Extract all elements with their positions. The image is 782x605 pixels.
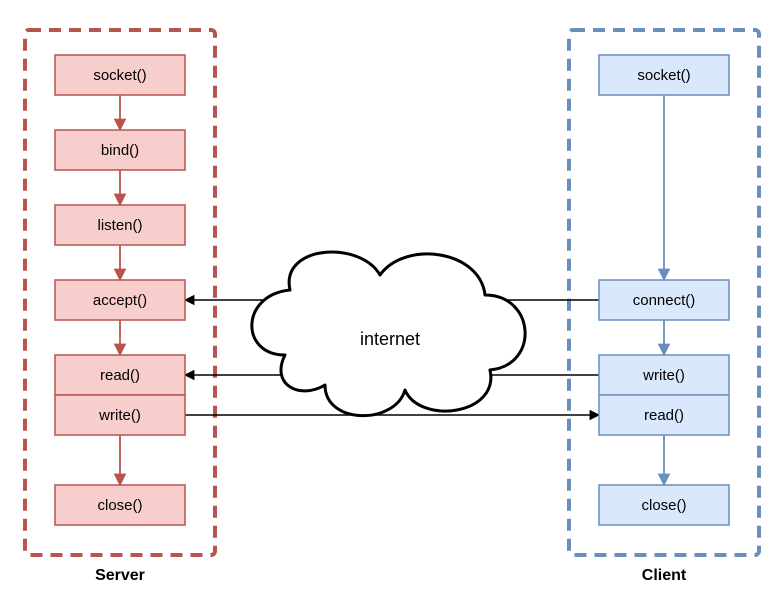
socket-flow-diagram: Server Client internet socket() bind() listen… <box>0 0 782 605</box>
server-write-label: write() <box>98 407 141 424</box>
internet-label: internet <box>360 329 420 349</box>
server-close-label: close() <box>97 497 142 514</box>
server-bind-label: bind() <box>101 142 139 159</box>
client-write-label: write() <box>642 367 685 384</box>
server-listen-label: listen() <box>97 217 142 234</box>
client-read-label: read() <box>644 407 684 424</box>
server-label: Server <box>95 567 145 584</box>
server-read-label: read() <box>100 367 140 384</box>
client-socket-label: socket() <box>637 67 690 84</box>
client-label: Client <box>642 567 687 584</box>
client-close-label: close() <box>641 497 686 514</box>
server-socket-label: socket() <box>93 67 146 84</box>
server-accept-label: accept() <box>93 292 147 309</box>
client-connect-label: connect() <box>633 292 696 309</box>
